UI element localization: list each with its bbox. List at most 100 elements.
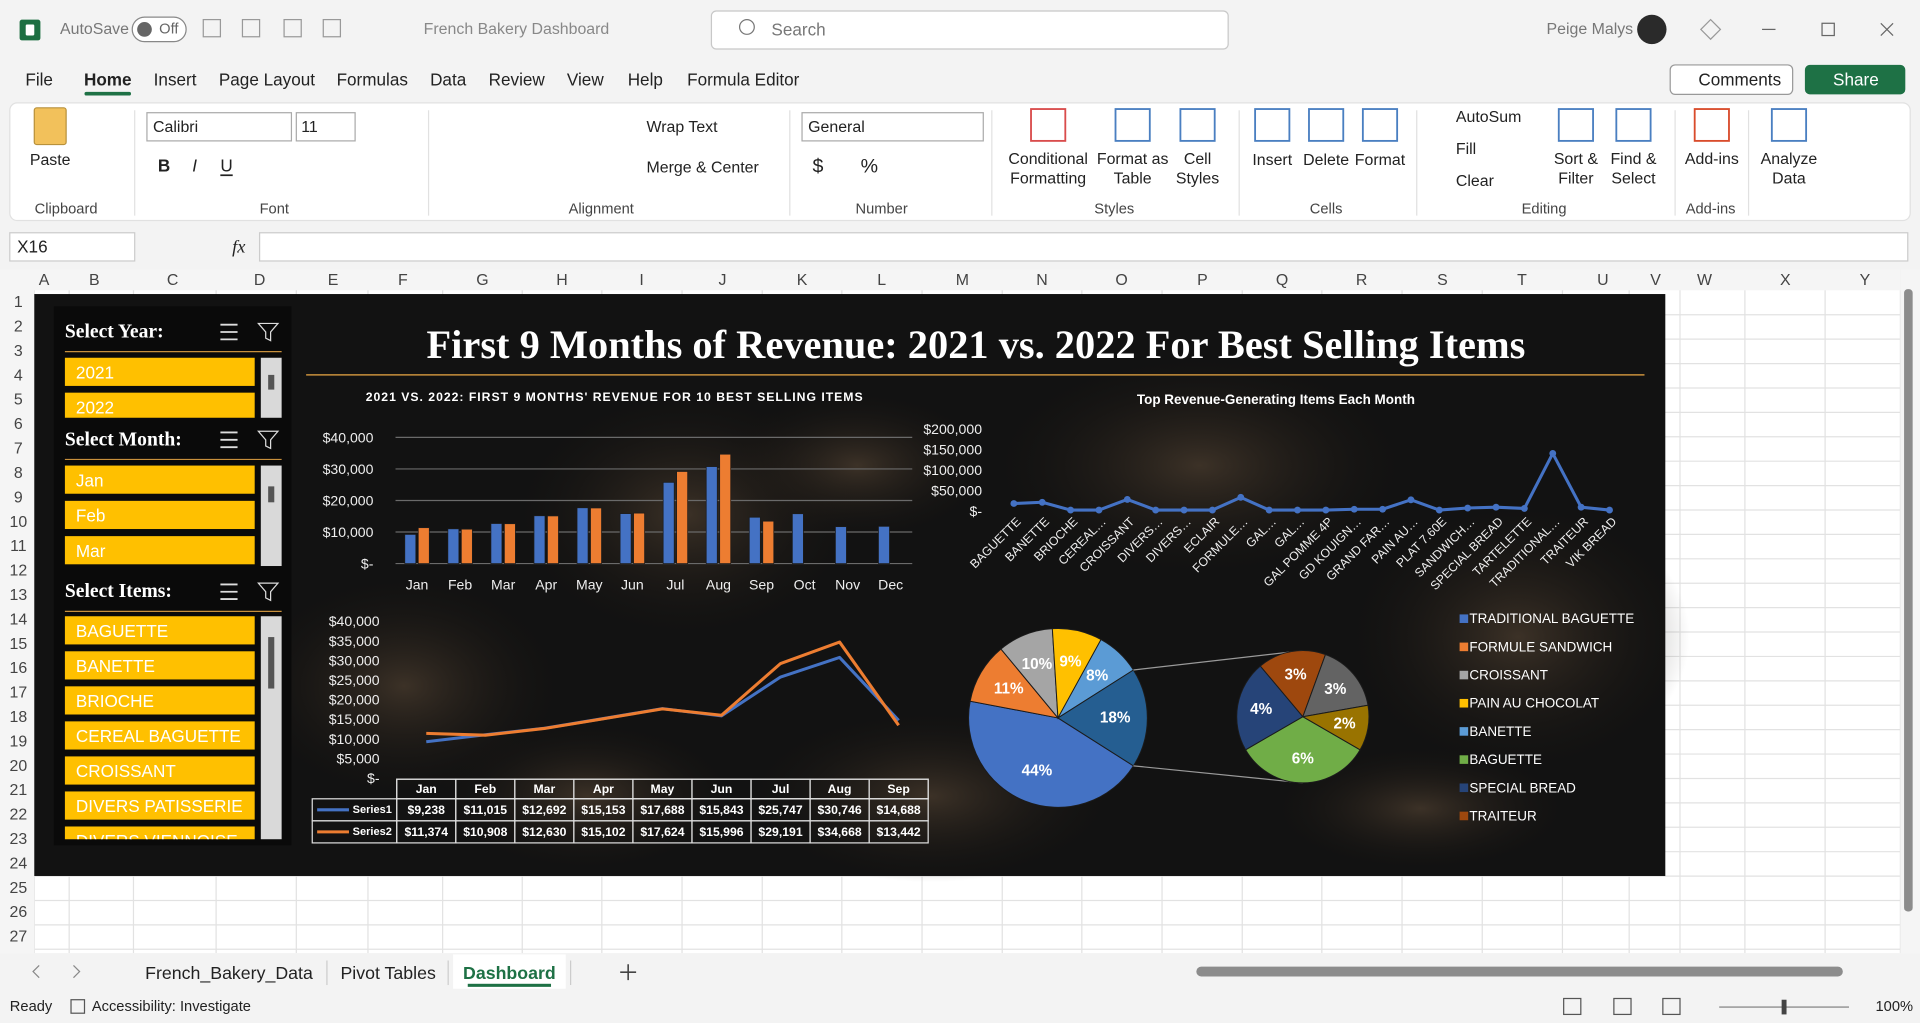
ribbon-icon[interactable] [1361,108,1399,142]
slicer-item[interactable] [64,791,255,820]
ribbon-command[interactable]: Clear [1456,173,1495,190]
slicer-item-label[interactable]: CEREAL BAGUETTE [76,726,241,746]
column-header[interactable]: Y [1860,272,1871,289]
slicer-item-label[interactable]: 2022 [76,397,114,417]
row-header[interactable]: 23 [10,831,28,848]
slicer-item-label[interactable]: Mar [76,541,106,561]
row-header[interactable]: 13 [10,587,28,604]
ribbon-icon[interactable] [1030,108,1067,142]
menu-tab[interactable]: Insert [154,70,197,90]
menu-tab[interactable]: File [25,70,53,90]
ribbon-icon[interactable] [1254,108,1291,142]
ribbon-command[interactable]: Wrap Text [647,119,719,136]
ribbon-icon[interactable] [1615,108,1652,142]
menu-tab[interactable]: Formula Editor [687,70,800,90]
row-header[interactable]: 20 [10,758,28,775]
number-format-box[interactable] [801,112,984,142]
column-header[interactable]: O [1115,272,1127,289]
column-header[interactable]: K [797,272,808,289]
column-header[interactable]: M [956,272,969,289]
slicer-item-label[interactable]: Jan [76,470,104,490]
horizontal-scroll-thumb[interactable] [1196,966,1843,977]
ribbon-command[interactable]: Merge & Center [647,159,760,176]
slicer-item-label[interactable]: BRIOCHE [76,691,154,711]
ribbon-command[interactable]: Find & [1610,151,1656,168]
ribbon-command[interactable]: Paste [30,152,71,169]
ribbon-command[interactable]: Formatting [1010,170,1086,187]
column-header[interactable]: C [167,272,178,289]
ribbon-command[interactable]: Select [1611,170,1656,187]
slicer-item[interactable] [64,392,255,421]
column-header[interactable]: A [39,272,50,289]
row-header[interactable]: 25 [10,880,28,897]
ribbon-command[interactable]: Delete [1303,152,1349,169]
row-header[interactable]: 2 [14,319,23,336]
comments-button[interactable] [1669,64,1794,95]
view-button[interactable] [1563,997,1582,1016]
vertical-scroll-thumb[interactable] [1904,289,1913,912]
row-header[interactable]: 15 [10,636,28,653]
menu-tab[interactable]: Formulas [337,70,408,90]
menu-tab[interactable]: Data [430,70,467,90]
row-header[interactable]: 16 [10,660,28,677]
menu-tab[interactable]: Review [489,70,546,90]
row-header[interactable]: 11 [10,538,27,555]
row-header[interactable]: 22 [10,807,28,824]
slicer-item[interactable] [64,465,255,494]
slicer-item[interactable] [64,616,255,645]
slicer-item[interactable] [64,826,255,854]
row-header[interactable]: 3 [14,343,23,360]
quick-access-icon[interactable] [241,18,261,38]
ribbon-command[interactable]: Format as [1097,151,1169,168]
view-button[interactable] [1662,997,1681,1016]
row-header[interactable]: 17 [10,685,28,702]
slicer-item-label[interactable]: DIVERS PATISSERIE [76,796,243,816]
format-button[interactable]: U [220,155,232,175]
ribbon-icon[interactable] [1557,108,1594,142]
sheet-tab[interactable]: French_Bakery_Data [145,963,313,984]
slicer-item[interactable] [64,536,255,565]
slicer-item-label[interactable]: 2021 [76,362,114,382]
slicer-item-label[interactable]: BAGUETTE [76,621,168,641]
slicer-item[interactable] [64,686,255,715]
slicer-item-label[interactable]: Feb [76,506,106,526]
name-box[interactable] [9,232,136,262]
row-header[interactable]: 4 [14,367,23,384]
view-button[interactable] [1613,997,1632,1016]
format-button[interactable]: I [192,155,197,175]
row-header[interactable]: 24 [10,855,28,872]
column-header[interactable]: B [89,272,100,289]
sheet-tab[interactable]: Pivot Tables [340,963,435,983]
ribbon-command[interactable]: Insert [1252,152,1292,169]
ribbon-command[interactable]: Analyze [1761,151,1818,168]
slicer-item[interactable] [64,357,255,386]
column-header[interactable]: E [328,272,339,289]
formula-input[interactable] [258,232,1909,262]
column-header[interactable]: F [398,272,408,289]
row-header[interactable]: 5 [14,392,23,409]
ribbon-command[interactable]: Table [1114,170,1152,187]
paste-icon[interactable] [33,107,67,146]
menu-tab[interactable]: Home [84,70,132,90]
share-button[interactable] [1804,64,1906,95]
font-box[interactable] [146,112,293,142]
column-header[interactable]: G [476,272,488,289]
slicer-item-label[interactable]: DIVERS VIENNOISE [76,831,238,851]
ribbon-command[interactable]: Format [1355,152,1406,169]
menu-tab[interactable]: Page Layout [219,70,315,90]
number-button[interactable]: % [861,156,878,178]
column-header[interactable]: H [556,272,567,289]
column-header[interactable]: I [639,272,643,289]
sheet-tab[interactable]: Dashboard [463,963,556,983]
ribbon-command[interactable]: Fill [1456,141,1476,158]
row-header[interactable]: 18 [10,709,28,726]
ribbon-command[interactable]: Styles [1176,170,1219,187]
column-header[interactable]: U [1597,272,1608,289]
search-box[interactable] [710,10,1229,50]
column-header[interactable]: P [1197,272,1208,289]
ribbon-command[interactable]: Sort & [1554,151,1599,168]
row-header[interactable]: 10 [10,514,28,531]
ribbon-icon[interactable] [1114,108,1151,142]
row-header[interactable]: 9 [14,489,23,506]
slicer-item[interactable] [64,651,255,680]
